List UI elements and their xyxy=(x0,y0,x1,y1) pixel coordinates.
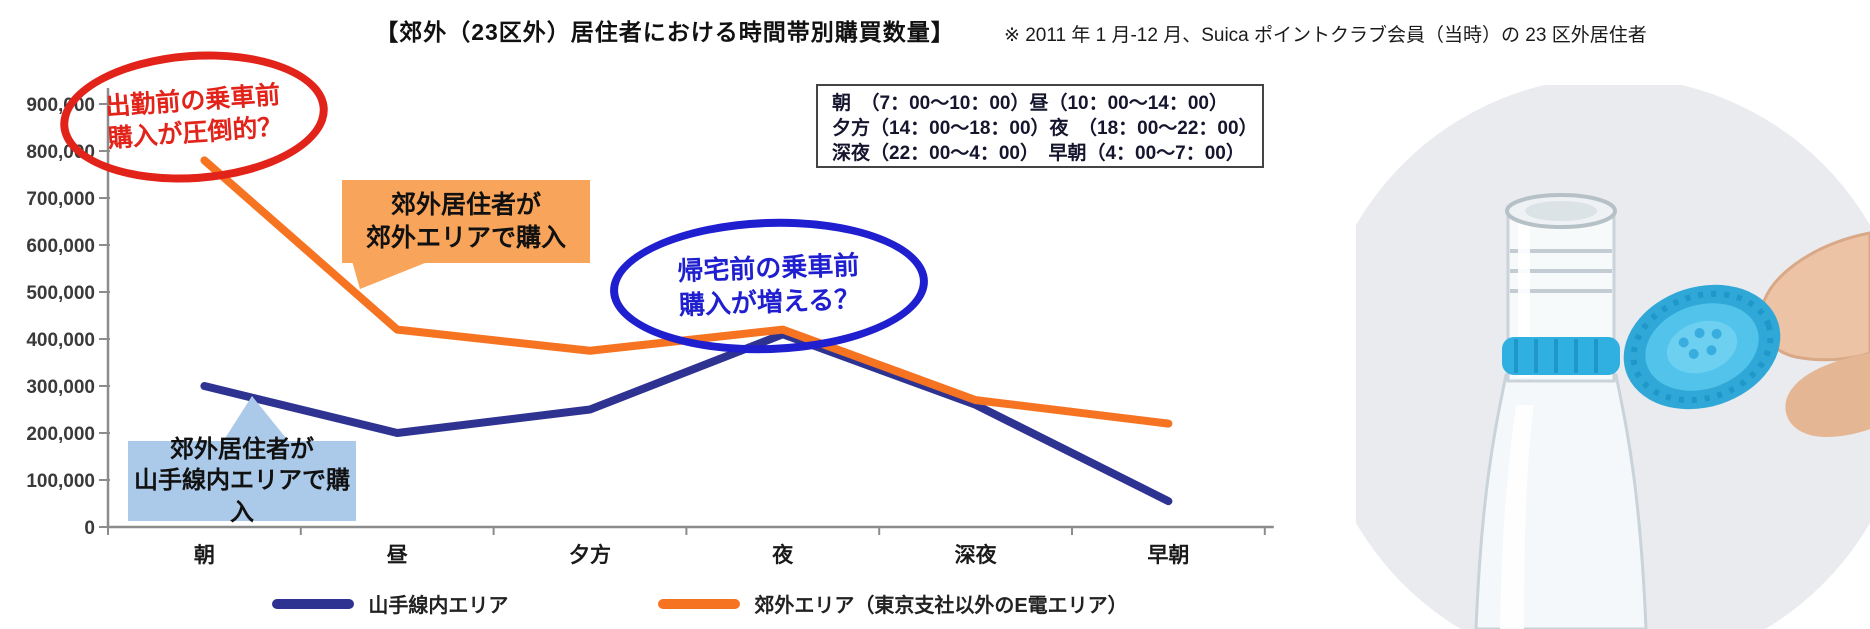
legend-label-yamanote: 山手線内エリア xyxy=(368,595,509,617)
line-chart: 0 100,000 200,000 300,000 400,000 500,000 600,… xyxy=(26,88,1274,567)
time-definition-line: 深夜（22：00～4：00） 早朝（4：00～7：00） xyxy=(832,143,1245,165)
time-definition-line: 夕方（14：00～18：00）夜 （18：00～22：00） xyxy=(832,118,1258,140)
cap-ribs xyxy=(1630,290,1774,404)
y-axis-label: 100,000 xyxy=(26,471,95,492)
y-axis-label: 0 xyxy=(84,518,95,539)
chart-legend: 山手線内エリア 郊外エリア（東京支社以外のE電エリア） xyxy=(150,589,1250,618)
y-axis-label: 800,000 xyxy=(26,142,95,163)
orange-callout-text: 郊外居住者が 郊外エリアで購入 xyxy=(365,190,566,252)
source-note: ※ 2011 年 1 月-12 月、Suica ポイントクラブ会員（当時）の 2… xyxy=(1004,25,1647,46)
x-axis-label: 昼 xyxy=(387,544,408,567)
y-axis-label: 700,000 xyxy=(26,189,95,210)
time-definition-line: 朝 （7：00～10：00）昼（10：00～14：00） xyxy=(832,93,1229,114)
red-ellipse-text: 出勤前の乗車前 購入が圧倒的？ xyxy=(104,80,284,154)
cap-bump xyxy=(1678,337,1689,348)
series-line-0 xyxy=(200,330,1173,506)
cap-bump xyxy=(1706,345,1717,356)
blue-callout: 郊外居住者が 山手線内エリアで購入 xyxy=(128,436,356,526)
y-axis-label: 600,000 xyxy=(26,236,95,257)
bottle-highlight xyxy=(1500,405,1534,629)
blue-callout-text: 郊外居住者が 山手線内エリアで購入 xyxy=(134,435,350,526)
y-axis-label: 400,000 xyxy=(26,330,95,351)
legend-swatch-kogai xyxy=(658,598,741,609)
legend-label-kogai: 郊外エリア（東京支社以外のE電エリア） xyxy=(754,595,1128,617)
time-definitions-box: 朝 （7：00～10：00）昼（10：00～14：00） 夕方（14：00～18… xyxy=(816,84,1264,168)
bottle-cap-illustration xyxy=(1474,193,1870,629)
orange-callout: 郊外居住者が 郊外エリアで購入 xyxy=(342,180,590,263)
cap-bump xyxy=(1711,328,1722,339)
legend-item-yamanote: 山手線内エリア xyxy=(272,589,508,618)
x-axis-label: 夜 xyxy=(771,543,794,567)
legend-swatch-yamanote xyxy=(272,598,355,609)
x-axis-label: 朝 xyxy=(194,543,215,567)
blue-callout-tail xyxy=(222,396,290,443)
bottle-photo xyxy=(1356,85,1870,629)
x-axis-label: 深夜 xyxy=(955,543,998,567)
y-axis-label: 300,000 xyxy=(26,377,95,398)
page-title: 【郊外（23区外）居住者における時間帯別購買数量】 xyxy=(375,19,955,45)
cap-bump xyxy=(1694,328,1705,339)
finger-shadow xyxy=(1785,353,1870,437)
x-axis-label: 早朝 xyxy=(1147,543,1189,567)
series-line-1 xyxy=(200,156,1173,428)
cap-bump xyxy=(1688,348,1699,359)
blue-ellipse-text: 帰宅前の乗車前 購入が増える？ xyxy=(676,250,861,321)
legend-item-kogai: 郊外エリア（東京支社以外のE電エリア） xyxy=(658,589,1128,618)
bottle-opening-inner xyxy=(1525,201,1597,221)
orange-callout-tail xyxy=(352,261,430,289)
cap-ring xyxy=(1502,337,1620,375)
bottle-cap xyxy=(1623,284,1781,410)
x-axis-label: 夕方 xyxy=(569,543,611,567)
y-axis-label: 500,000 xyxy=(26,283,95,304)
y-axis-label: 900,000 xyxy=(26,95,95,116)
y-axis-label: 200,000 xyxy=(26,424,95,445)
